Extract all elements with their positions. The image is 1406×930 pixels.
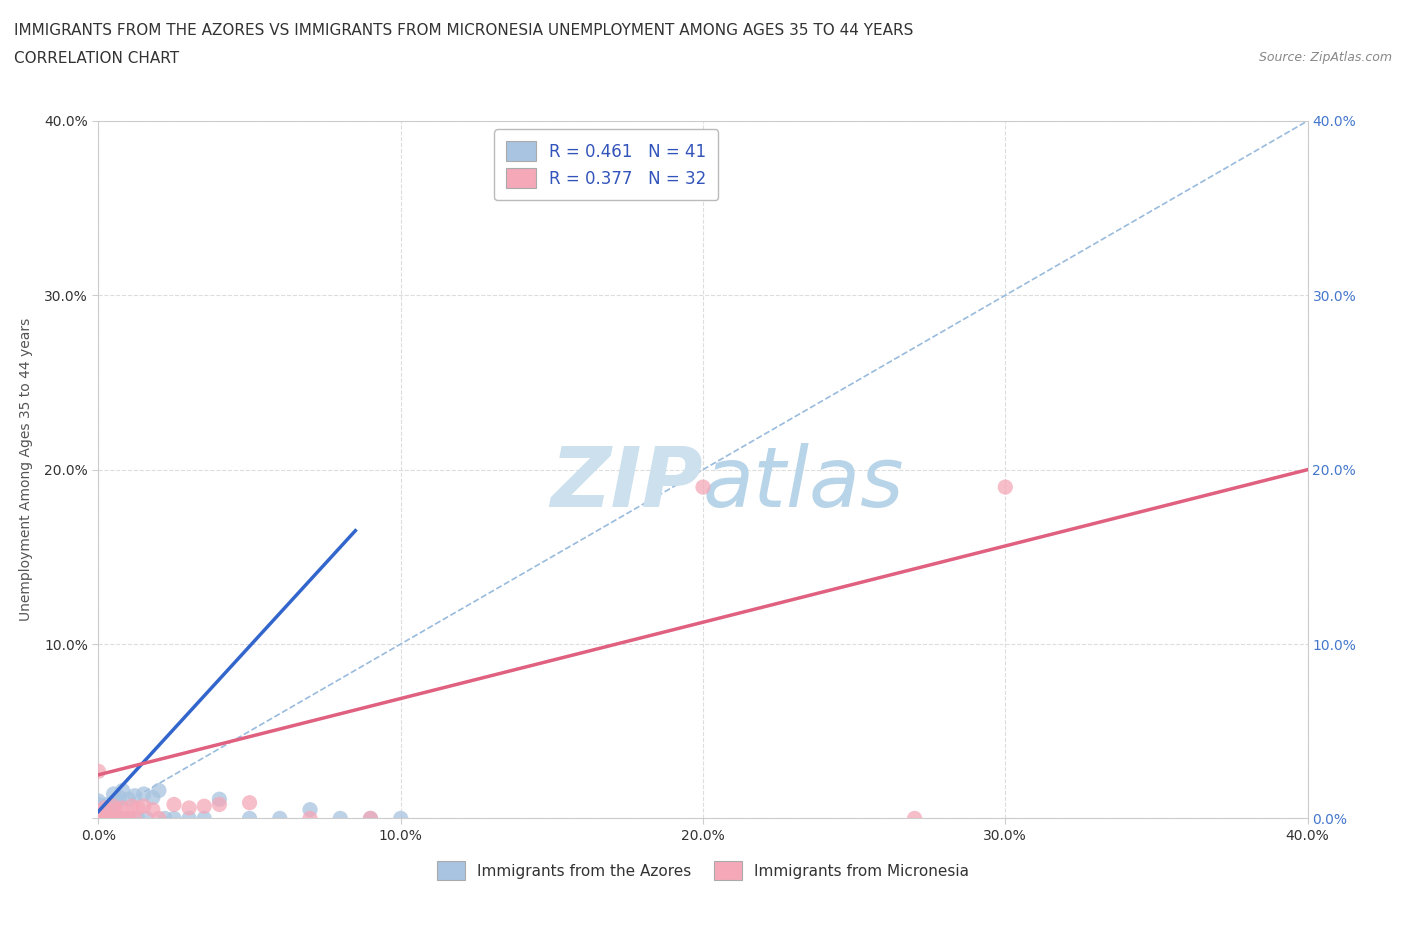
Point: [93, 801, 115, 816]
Point: [299, 803, 322, 817]
Point: [108, 790, 131, 805]
Point: [100, 811, 122, 826]
Y-axis label: Unemployment Among Ages 35 to 44 years: Unemployment Among Ages 35 to 44 years: [20, 318, 32, 621]
Point: [87, 804, 110, 819]
Point: [87, 811, 110, 826]
Point: [360, 811, 382, 826]
Point: [96, 811, 118, 826]
Point: [111, 783, 134, 798]
Point: [299, 811, 322, 826]
Point: [127, 811, 149, 826]
Point: [269, 811, 291, 826]
Point: [124, 789, 146, 804]
Point: [100, 811, 122, 826]
Point: [994, 480, 1017, 495]
Point: [148, 811, 170, 826]
Point: [108, 811, 131, 826]
Point: [111, 811, 134, 826]
Point: [239, 795, 262, 810]
Point: [105, 811, 128, 826]
Point: [87, 804, 110, 819]
Point: [96, 797, 118, 812]
Point: [87, 801, 110, 816]
Point: [239, 811, 262, 826]
Point: [193, 799, 215, 814]
Point: [87, 807, 110, 822]
Point: [153, 811, 176, 826]
Text: ZIP: ZIP: [550, 443, 703, 525]
Point: [87, 807, 110, 822]
Point: [142, 803, 165, 817]
Point: [111, 801, 134, 816]
Point: [193, 811, 215, 826]
Point: [692, 480, 714, 495]
Point: [87, 764, 110, 778]
Point: [87, 797, 110, 812]
Point: [93, 803, 115, 817]
Point: [360, 811, 382, 826]
Point: [163, 797, 186, 812]
Point: [108, 811, 131, 826]
Point: [163, 811, 186, 826]
Point: [96, 811, 118, 826]
Point: [93, 811, 115, 826]
Point: [114, 811, 136, 826]
Point: [208, 791, 231, 806]
Point: [142, 790, 165, 805]
Point: [389, 811, 412, 826]
Point: [179, 801, 201, 816]
Point: [103, 811, 125, 826]
Point: [93, 811, 115, 826]
Point: [135, 811, 157, 826]
Point: [132, 799, 155, 814]
Point: [208, 797, 231, 812]
Text: IMMIGRANTS FROM THE AZORES VS IMMIGRANTS FROM MICRONESIA UNEMPLOYMENT AMONG AGES: IMMIGRANTS FROM THE AZORES VS IMMIGRANTS…: [14, 23, 914, 38]
Text: Source: ZipAtlas.com: Source: ZipAtlas.com: [1258, 51, 1392, 64]
Point: [105, 811, 128, 826]
Point: [105, 795, 128, 810]
Point: [87, 793, 110, 808]
Point: [103, 804, 125, 819]
Point: [103, 811, 125, 826]
Point: [87, 811, 110, 826]
Legend: Immigrants from the Azores, Immigrants from Micronesia: Immigrants from the Azores, Immigrants f…: [430, 854, 976, 887]
Point: [127, 801, 149, 816]
Point: [105, 803, 128, 817]
Text: CORRELATION CHART: CORRELATION CHART: [14, 51, 179, 66]
Point: [904, 811, 927, 826]
Point: [132, 787, 155, 802]
Point: [114, 811, 136, 826]
Point: [103, 787, 125, 802]
Point: [118, 811, 141, 826]
Point: [118, 791, 141, 806]
Point: [148, 783, 170, 798]
Point: [118, 811, 141, 826]
Point: [103, 799, 125, 814]
Point: [121, 799, 143, 814]
Point: [329, 811, 352, 826]
Point: [179, 811, 201, 826]
Point: [100, 801, 122, 816]
Point: [124, 811, 146, 826]
Text: atlas: atlas: [703, 443, 904, 525]
